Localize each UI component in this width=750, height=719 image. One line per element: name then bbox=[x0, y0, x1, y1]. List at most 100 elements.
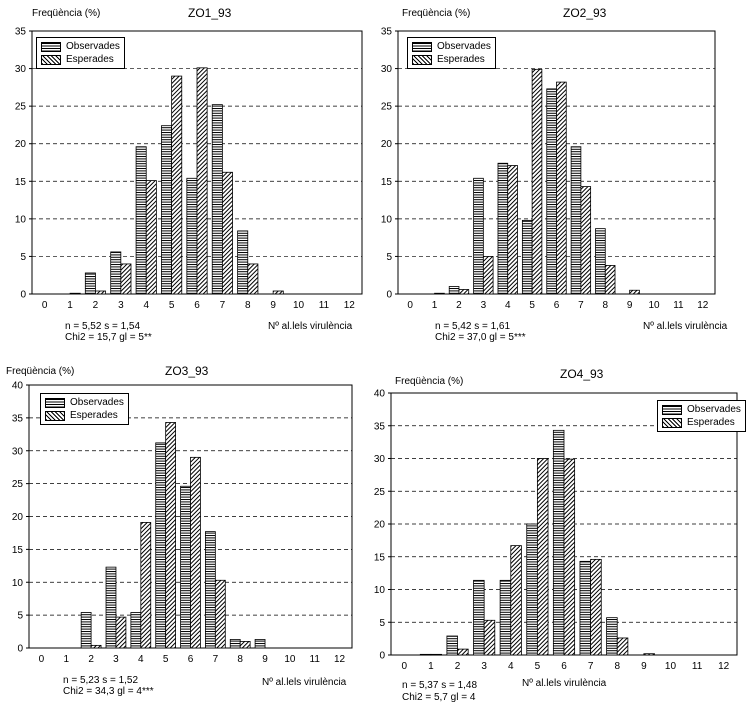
x-tick-label: 2 bbox=[88, 654, 94, 665]
x-tick-label: 1 bbox=[432, 300, 438, 311]
x-axis-label: Nº al.lels virulència bbox=[262, 677, 347, 688]
observed-bar bbox=[448, 286, 460, 295]
stats-line-1: n = 5,52 s = 1,54 bbox=[65, 321, 141, 332]
y-tick-label: 10 bbox=[381, 214, 393, 225]
y-tick-label: 15 bbox=[381, 177, 393, 188]
legend-observed-label: Observades bbox=[66, 41, 120, 52]
expected-swatch bbox=[412, 54, 432, 65]
observed-bar bbox=[473, 579, 485, 656]
y-tick-label: 35 bbox=[12, 413, 24, 424]
y-tick-label: 30 bbox=[381, 64, 393, 75]
x-tick-label: 7 bbox=[213, 654, 219, 665]
y-tick-label: 30 bbox=[374, 454, 386, 465]
x-tick-label: 6 bbox=[554, 300, 560, 311]
chart-legend: Observades Esperades bbox=[40, 393, 129, 425]
x-axis-label: Nº al.lels virulència bbox=[522, 678, 607, 689]
x-tick-label: 11 bbox=[673, 300, 684, 311]
y-tick-label: 15 bbox=[12, 545, 24, 556]
chart-title: ZO1_93 bbox=[188, 6, 232, 20]
observed-bar bbox=[552, 429, 565, 656]
expected-bar bbox=[556, 81, 567, 295]
expected-bar bbox=[239, 641, 251, 649]
x-tick-label: 9 bbox=[270, 300, 276, 311]
expected-bar bbox=[590, 558, 602, 656]
y-tick-label: 25 bbox=[15, 102, 27, 113]
observed-bar bbox=[237, 230, 249, 295]
expected-swatch bbox=[45, 410, 65, 421]
y-tick-label: 25 bbox=[381, 102, 393, 113]
y-tick-label: 20 bbox=[12, 512, 24, 523]
y-axis-label: Freqüència (%) bbox=[6, 366, 75, 377]
x-tick-label: 3 bbox=[113, 654, 119, 665]
x-tick-label: 9 bbox=[627, 300, 633, 311]
expected-bar bbox=[214, 579, 226, 649]
expected-bar bbox=[145, 180, 157, 295]
expected-bar bbox=[434, 292, 445, 295]
expected-bar bbox=[643, 653, 655, 656]
observed-bar bbox=[155, 442, 167, 649]
x-tick-label: 10 bbox=[648, 300, 660, 311]
x-tick-label: 10 bbox=[293, 300, 305, 311]
expected-bar bbox=[69, 292, 81, 295]
y-tick-label: 5 bbox=[20, 252, 26, 263]
x-tick-label: 0 bbox=[407, 300, 413, 311]
expected-bar bbox=[430, 653, 442, 656]
x-tick-label: 12 bbox=[344, 300, 356, 311]
observed-bar bbox=[135, 146, 147, 295]
y-tick-label: 5 bbox=[379, 618, 385, 629]
x-tick-label: 3 bbox=[118, 300, 124, 311]
legend-observed-label: Observades bbox=[687, 404, 741, 415]
x-tick-label: 1 bbox=[67, 300, 73, 311]
observed-bar bbox=[211, 104, 223, 295]
observed-bar bbox=[446, 635, 458, 656]
x-axis-label: Nº al.lels virulència bbox=[643, 321, 728, 332]
x-tick-label: 9 bbox=[641, 661, 647, 672]
x-tick-label: 6 bbox=[188, 654, 194, 665]
expected-bar bbox=[115, 616, 127, 649]
observed-bar bbox=[546, 88, 557, 295]
y-axis-label: Freqüència (%) bbox=[395, 376, 464, 387]
y-tick-label: 15 bbox=[374, 552, 386, 563]
y-tick-label: 0 bbox=[379, 651, 385, 662]
y-tick-label: 20 bbox=[374, 520, 386, 531]
expected-bar bbox=[95, 290, 107, 295]
legend-observed-label: Observades bbox=[437, 41, 491, 52]
y-tick-label: 5 bbox=[386, 252, 392, 263]
observed-bar bbox=[105, 566, 117, 649]
observed-bar bbox=[497, 162, 509, 295]
expected-bar bbox=[563, 458, 576, 656]
expected-bar bbox=[171, 75, 183, 295]
x-tick-label: 2 bbox=[455, 661, 461, 672]
y-tick-label: 5 bbox=[17, 611, 23, 622]
expected-bar bbox=[483, 619, 496, 656]
expected-bar bbox=[510, 545, 522, 656]
y-tick-label: 10 bbox=[12, 578, 24, 589]
x-tick-label: 10 bbox=[665, 661, 677, 672]
observed-bar bbox=[84, 272, 96, 295]
x-tick-label: 3 bbox=[481, 661, 487, 672]
x-tick-label: 0 bbox=[402, 661, 408, 672]
chart-panel-zo2-93: Freqüència (%) ZO2_93 0 5 10 15 20 25 30 35 0 1 2 3… bbox=[375, 0, 750, 355]
x-tick-label: 1 bbox=[63, 654, 69, 665]
y-tick-label: 25 bbox=[374, 487, 386, 498]
legend-expected-label: Esperades bbox=[437, 54, 485, 65]
x-tick-label: 12 bbox=[697, 300, 709, 311]
x-tick-label: 11 bbox=[692, 661, 703, 672]
observed-bar bbox=[161, 125, 173, 295]
observed-bar bbox=[579, 560, 592, 656]
x-tick-label: 4 bbox=[138, 654, 144, 665]
chart-legend: Observades Esperades bbox=[657, 400, 746, 432]
observed-bar bbox=[254, 639, 266, 649]
y-tick-label: 0 bbox=[386, 290, 392, 301]
x-tick-label: 8 bbox=[602, 300, 608, 311]
expected-bar bbox=[272, 290, 284, 295]
stats-line-1: n = 5,42 s = 1,61 bbox=[435, 321, 511, 332]
x-tick-label: 7 bbox=[578, 300, 584, 311]
x-tick-label: 4 bbox=[143, 300, 149, 311]
y-tick-label: 0 bbox=[20, 290, 26, 301]
legend-observed-label: Observades bbox=[70, 397, 124, 408]
expected-swatch bbox=[662, 417, 682, 428]
observed-swatch bbox=[412, 41, 432, 52]
chart-panel-zo4-93: Freqüència (%) ZO4_93 0 5 10 15 20 25 30 35 40 0 1… bbox=[374, 355, 750, 719]
y-tick-label: 20 bbox=[15, 139, 27, 150]
